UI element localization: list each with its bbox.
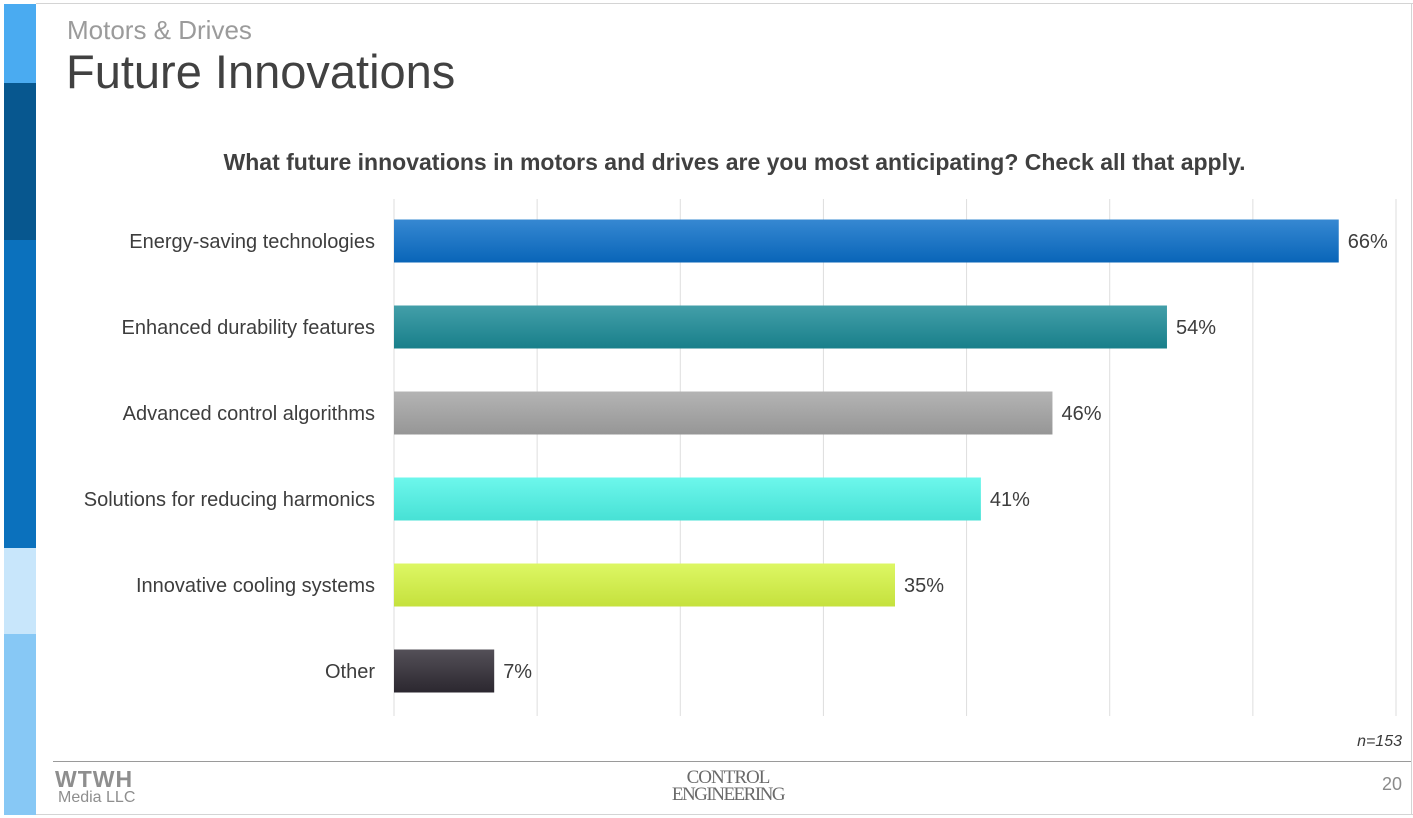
bar-3 <box>394 391 1053 435</box>
category-label-1: Energy-saving technologies <box>129 231 375 253</box>
bar-5 <box>394 563 895 607</box>
side-band-4 <box>4 548 36 634</box>
side-band-1 <box>4 4 36 83</box>
value-label-3: 46% <box>1061 403 1101 425</box>
control-logo-text: CONTROL <box>686 767 771 788</box>
page-number: 20 <box>1381 774 1402 794</box>
chart-question: What future innovations in motors and dr… <box>223 149 1246 175</box>
wtwh-media-logo: WTWH Media LLC <box>55 768 165 808</box>
category-label-6: Other <box>325 661 375 683</box>
category-label-5: Innovative cooling systems <box>136 575 375 597</box>
side-band-5 <box>4 634 36 815</box>
side-band-2 <box>4 83 36 240</box>
chart-bars <box>394 219 1339 693</box>
value-label-6: 7% <box>503 661 532 683</box>
sample-size-note: n=153 <box>1357 733 1402 750</box>
side-band-3 <box>4 240 36 548</box>
category-label-4: Solutions for reducing harmonics <box>84 489 375 511</box>
slide-bottom-border <box>36 814 1413 815</box>
slide-right-border <box>1411 3 1412 815</box>
bar-6 <box>394 649 495 693</box>
value-label-4: 41% <box>990 489 1030 511</box>
slide-top-border <box>36 3 1413 4</box>
value-labels: 66% 54% 46% 41% 35% 7% <box>503 231 1388 683</box>
value-label-5: 35% <box>904 575 944 597</box>
category-labels: Energy-saving technologies Enhanced durab… <box>84 231 376 683</box>
chart-gridlines <box>393 199 1397 716</box>
bar-2 <box>394 305 1167 349</box>
bar-4 <box>394 477 981 521</box>
category-label-2: Enhanced durability features <box>122 317 376 339</box>
wtwh-logo-text: WTWH <box>55 766 134 792</box>
footer-divider <box>53 761 1411 762</box>
control-engineering-logo: CONTROL ENGINEERING <box>668 767 788 806</box>
engineering-logo-text: ENGINEERING <box>671 784 786 805</box>
section-subtitle: Motors & Drives <box>67 15 252 45</box>
value-label-2: 54% <box>1176 317 1216 339</box>
category-label-3: Advanced control algorithms <box>123 403 375 425</box>
media-llc-logo-text: Media LLC <box>58 789 136 806</box>
bar-1 <box>394 219 1339 263</box>
value-label-1: 66% <box>1348 231 1388 253</box>
slide-title: Future Innovations <box>66 45 456 98</box>
